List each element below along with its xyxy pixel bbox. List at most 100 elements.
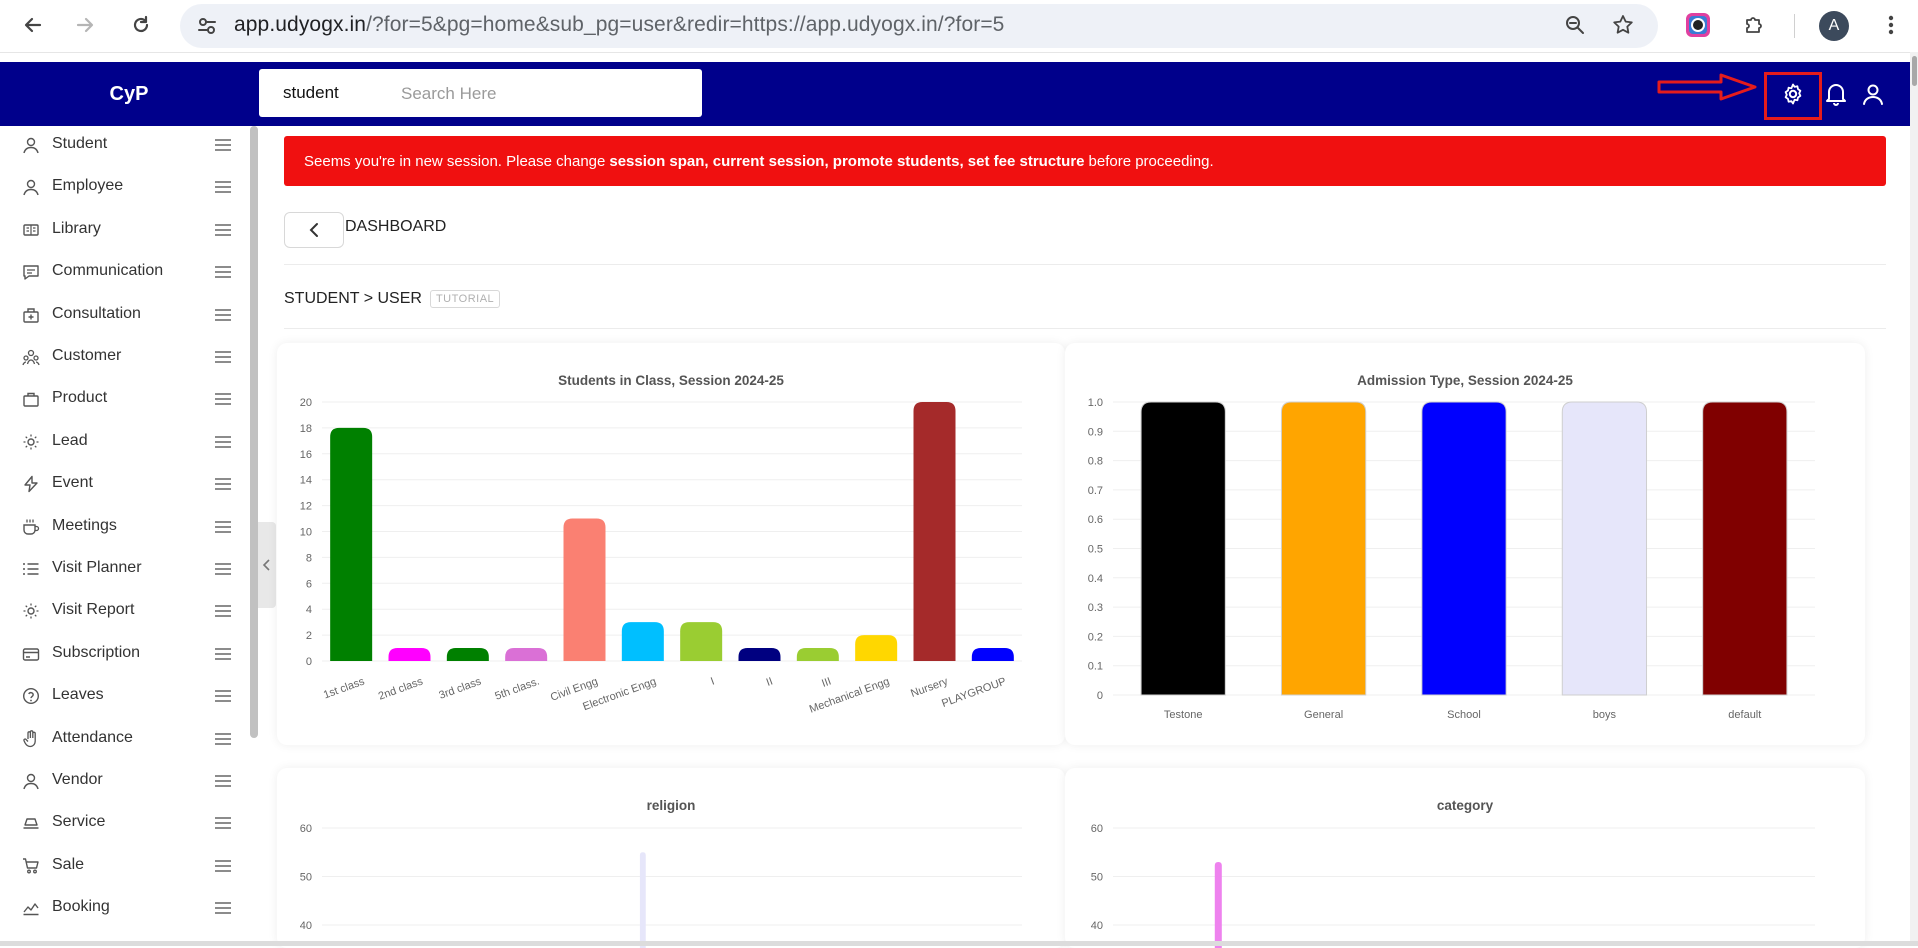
sidebar-item-service[interactable]: Service (0, 803, 240, 843)
y-tick-label: 60 (300, 823, 312, 835)
search-input[interactable] (399, 76, 693, 112)
sidebar-item-event[interactable]: Event (0, 464, 240, 504)
x-tick-label: 1st class (322, 675, 367, 701)
sidebar-item-visit-planner[interactable]: Visit Planner (0, 549, 240, 589)
tutorial-badge[interactable]: TUTORIAL (429, 290, 501, 308)
sidebar-item-product[interactable]: Product (0, 379, 240, 419)
chart-bar[interactable] (680, 622, 723, 661)
browser-menu-icon[interactable] (1874, 8, 1908, 42)
y-tick-label: 0 (306, 656, 312, 668)
drag-handle-icon[interactable] (214, 223, 232, 237)
x-tick-label: PLAYGROUP (940, 676, 1008, 710)
y-tick-label: 0.7 (1088, 485, 1103, 497)
chart-bar[interactable] (330, 427, 373, 661)
sidebar-item-lead[interactable]: Lead (0, 422, 240, 462)
drag-handle-icon[interactable] (214, 435, 232, 449)
chart-bar[interactable] (913, 402, 956, 661)
drag-handle-icon[interactable] (214, 308, 232, 322)
y-tick-label: 20 (300, 397, 312, 409)
back-arrow-icon[interactable] (16, 8, 50, 42)
chart-bar[interactable] (621, 622, 664, 661)
chart-bar[interactable] (505, 648, 548, 661)
chart-bar[interactable] (1702, 401, 1788, 696)
site-settings-icon[interactable] (196, 15, 218, 37)
drag-handle-icon[interactable] (214, 350, 232, 364)
search-scope[interactable]: student (283, 83, 339, 102)
sidebar-item-label: Communication (52, 262, 164, 280)
sidebar-item-communication[interactable]: Communication (0, 252, 240, 292)
drag-handle-icon[interactable] (214, 901, 232, 915)
drag-handle-icon[interactable] (214, 732, 232, 746)
drag-handle-icon[interactable] (214, 689, 232, 703)
drag-handle-icon[interactable] (214, 180, 232, 194)
breadcrumb: STUDENT > USER TUTORIAL (284, 290, 501, 308)
sidebar-item-sale[interactable]: Sale (0, 846, 240, 886)
bookmark-star-icon[interactable] (1606, 8, 1640, 42)
chart-bar[interactable] (639, 852, 646, 948)
sidebar-item-consultation[interactable]: Consultation (0, 295, 240, 335)
drag-handle-icon[interactable] (214, 265, 232, 279)
drag-handle-icon[interactable] (214, 392, 232, 406)
drag-handle-icon[interactable] (214, 604, 232, 618)
chart-bar[interactable] (1140, 401, 1226, 696)
zoom-icon[interactable] (1558, 8, 1592, 42)
extensions-puzzle-icon[interactable] (1737, 8, 1771, 42)
bottom-edge (0, 941, 1918, 946)
chart-bar[interactable] (1561, 401, 1648, 696)
chart-bar[interactable] (1421, 401, 1507, 696)
y-tick-label: 2 (306, 630, 312, 642)
alert-bold-text: session span, current session, promote s… (609, 152, 1085, 170)
settings-icon[interactable] (1781, 82, 1805, 106)
sidebar-item-visit-report[interactable]: Visit Report (0, 591, 240, 631)
sidebar-item-subscription[interactable]: Subscription (0, 634, 240, 674)
chart-bar[interactable] (796, 648, 839, 661)
sidebar-item-booking[interactable]: Booking (0, 888, 240, 928)
chart-bar[interactable] (446, 648, 489, 661)
divider (284, 264, 1886, 265)
toolbar-divider (1794, 14, 1795, 38)
chart-svg: Students in Class, Session 2024-25 0 2 4 6 8 1… (300, 373, 1022, 716)
address-bar[interactable] (180, 4, 1658, 48)
drag-handle-icon[interactable] (214, 816, 232, 830)
profile-avatar[interactable]: A (1819, 11, 1849, 41)
sidebar-scrollbar[interactable] (250, 126, 258, 738)
color-extension-icon[interactable] (1681, 8, 1715, 42)
user-icon[interactable] (1861, 82, 1885, 106)
reload-icon[interactable] (124, 8, 158, 42)
chart-bar[interactable] (1280, 401, 1367, 696)
sidebar-item-leaves[interactable]: Leaves (0, 676, 240, 716)
divider (284, 328, 1886, 329)
sidebar-item-label: Library (52, 219, 101, 237)
sidebar-item-library[interactable]: Library (0, 210, 240, 250)
forward-arrow-icon[interactable] (68, 8, 102, 42)
drag-handle-icon[interactable] (214, 520, 232, 534)
drag-handle-icon[interactable] (214, 477, 232, 491)
page-scrollbar-thumb[interactable] (1912, 56, 1917, 86)
brand-logo[interactable]: CyP (109, 82, 149, 105)
drag-handle-icon[interactable] (214, 647, 232, 661)
chart-bar[interactable] (855, 635, 898, 661)
chart-bar[interactable] (738, 648, 781, 661)
drag-handle-icon[interactable] (214, 774, 232, 788)
chart-title: Admission Type, Session 2024-25 (1357, 373, 1573, 388)
drag-handle-icon[interactable] (214, 138, 232, 152)
chart-bar[interactable] (1214, 861, 1222, 948)
chart-bar[interactable] (563, 518, 606, 661)
page-scrollbar-track[interactable] (1910, 52, 1918, 941)
sidebar-item-student[interactable]: Student (0, 126, 240, 165)
y-tick-label: 0.2 (1088, 631, 1103, 643)
back-button[interactable] (284, 212, 344, 248)
drag-handle-icon[interactable] (214, 859, 232, 873)
chart-bar[interactable] (971, 648, 1014, 661)
sidebar-collapse-button[interactable] (258, 522, 276, 608)
bell-icon[interactable] (1825, 82, 1847, 106)
bag-icon (22, 390, 40, 408)
sidebar-item-vendor[interactable]: Vendor (0, 761, 240, 801)
sidebar-item-meetings[interactable]: Meetings (0, 507, 240, 547)
chart-bar[interactable] (388, 648, 431, 661)
sidebar-item-employee[interactable]: Employee (0, 167, 240, 207)
sidebar-item-customer[interactable]: Customer (0, 337, 240, 377)
user-icon (22, 136, 40, 154)
drag-handle-icon[interactable] (214, 562, 232, 576)
sidebar-item-attendance[interactable]: Attendance (0, 719, 240, 759)
